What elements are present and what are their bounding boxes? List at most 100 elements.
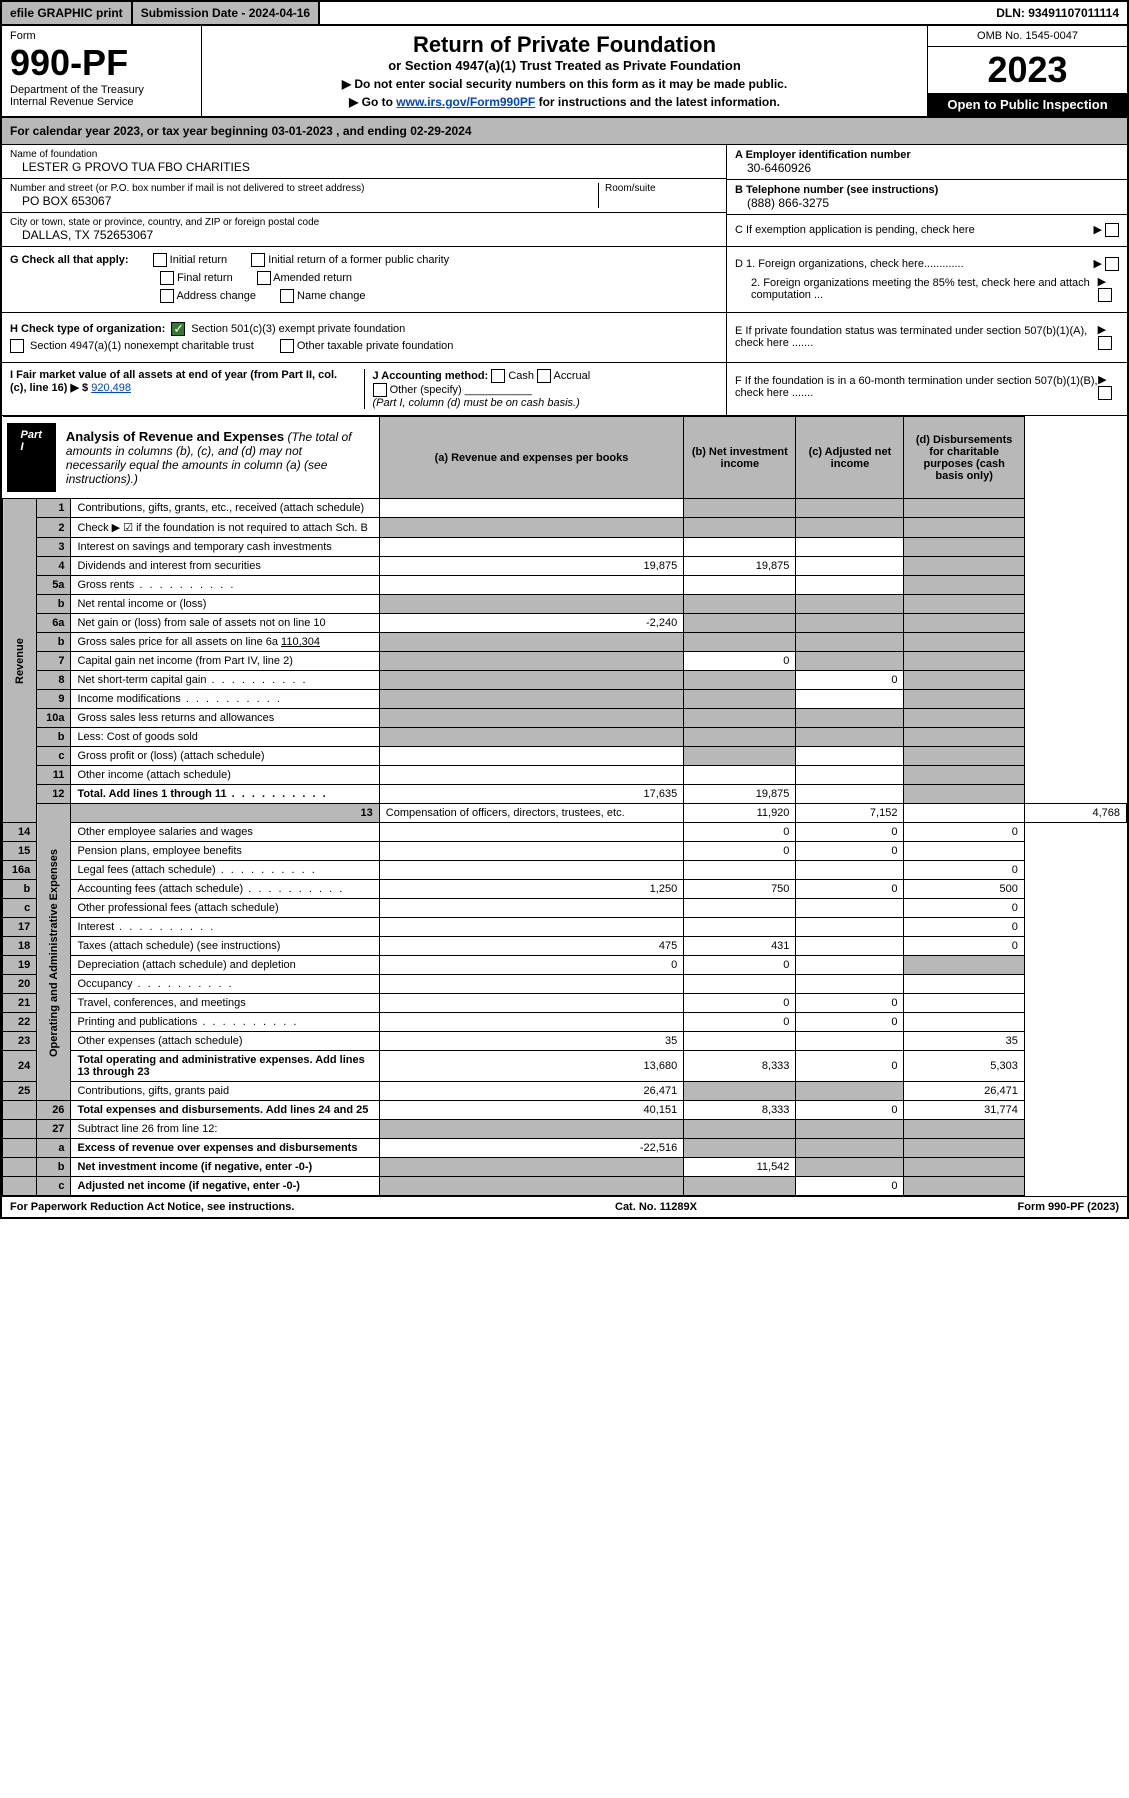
phone-value: (888) 866-3275	[735, 196, 1119, 210]
line-num: c	[37, 747, 71, 766]
l16b-b: 750	[684, 880, 796, 899]
line-10a: Gross sales less returns and allowances	[71, 709, 379, 728]
j-cash-checkbox[interactable]	[491, 369, 505, 383]
calyear-begin: 03-01-2023	[271, 124, 332, 138]
form-page: efile GRAPHIC print Submission Date - 20…	[0, 0, 1129, 1219]
l24-d: 5,303	[904, 1051, 1024, 1082]
d1-checkbox[interactable]	[1105, 257, 1119, 271]
ein-value: 30-6460926	[735, 161, 1119, 175]
line-13: Compensation of officers, directors, tru…	[379, 804, 683, 823]
line-num: b	[37, 633, 71, 652]
calendar-year-row: For calendar year 2023, or tax year begi…	[2, 118, 1127, 145]
line-23: Other expenses (attach schedule)	[71, 1032, 379, 1051]
line-num: b	[3, 880, 37, 899]
g-initial-checkbox[interactable]	[153, 253, 167, 267]
l14-b: 0	[684, 823, 796, 842]
topbar: efile GRAPHIC print Submission Date - 20…	[2, 2, 1127, 26]
col-c-header: (c) Adjusted net income	[796, 417, 904, 499]
form-title: Return of Private Foundation	[212, 32, 917, 58]
line-num: b	[37, 1158, 71, 1177]
g-initial: Initial return	[170, 254, 227, 266]
h-other-checkbox[interactable]	[280, 339, 294, 353]
g-address: Address change	[176, 290, 256, 302]
l22-b: 0	[684, 1013, 796, 1032]
i-value[interactable]: 920,498	[91, 382, 131, 394]
line-4: Dividends and interest from securities	[71, 557, 379, 576]
g-namechange-checkbox[interactable]	[280, 289, 294, 303]
line-num: 6a	[37, 614, 71, 633]
revenue-vert-label: Revenue	[3, 499, 37, 823]
g-final-checkbox[interactable]	[160, 271, 174, 285]
line-5a: Gross rents	[71, 576, 379, 595]
l24-c: 0	[796, 1051, 904, 1082]
line-10b: Less: Cost of goods sold	[71, 728, 379, 747]
dept-treasury: Department of the Treasury	[10, 84, 193, 96]
l26-c: 0	[796, 1101, 904, 1120]
line-num: 3	[37, 538, 71, 557]
line-num: 13	[71, 804, 379, 823]
l18-b: 431	[684, 937, 796, 956]
h-501c3-checkbox[interactable]	[171, 322, 185, 336]
g-amended: Amended return	[273, 272, 352, 284]
line-3: Interest on savings and temporary cash i…	[71, 538, 379, 557]
line-20: Occupancy	[71, 975, 379, 994]
line-num: 21	[3, 994, 37, 1013]
l16b-c: 0	[796, 880, 904, 899]
f-label: F If the foundation is in a 60-month ter…	[735, 375, 1098, 399]
line-18: Taxes (attach schedule) (see instruction…	[71, 937, 379, 956]
j-other-checkbox[interactable]	[373, 383, 387, 397]
form-label: Form	[10, 30, 193, 42]
h-4947-checkbox[interactable]	[10, 339, 24, 353]
line-num: 19	[3, 956, 37, 975]
l24-a: 13,680	[379, 1051, 683, 1082]
instr-prefix: ▶ Go to	[349, 95, 396, 109]
l16c-d: 0	[904, 899, 1024, 918]
foundation-city: DALLAS, TX 752653067	[10, 228, 718, 242]
line-num: b	[37, 728, 71, 747]
line-8: Net short-term capital gain	[71, 671, 379, 690]
l16b-a: 1,250	[379, 880, 683, 899]
part1-table: Part I Analysis of Revenue and Expenses …	[2, 416, 1127, 1196]
tax-year: 2023	[928, 47, 1127, 93]
l12-b: 19,875	[684, 785, 796, 804]
line-num: 24	[3, 1051, 37, 1082]
g-initial-former: Initial return of a former public charit…	[268, 254, 449, 266]
line-num: 22	[3, 1013, 37, 1032]
calyear-mid: , and ending	[333, 124, 410, 138]
line-24: Total operating and administrative expen…	[71, 1051, 379, 1082]
l8-c: 0	[796, 671, 904, 690]
foundation-info: Name of foundation LESTER G PROVO TUA FB…	[2, 145, 1127, 247]
l13-a: 11,920	[684, 804, 796, 823]
f-checkbox[interactable]	[1098, 386, 1112, 400]
col-a-header: (a) Revenue and expenses per books	[379, 417, 683, 499]
line-6a: Net gain or (loss) from sale of assets n…	[71, 614, 379, 633]
g-initial-former-checkbox[interactable]	[251, 253, 265, 267]
l6a-a: -2,240	[379, 614, 683, 633]
col-d-header: (d) Disbursements for charitable purpose…	[904, 417, 1024, 499]
efile-label[interactable]: efile GRAPHIC print	[2, 2, 133, 24]
dept-irs: Internal Revenue Service	[10, 96, 193, 108]
line-num: 18	[3, 937, 37, 956]
c-checkbox[interactable]	[1105, 223, 1119, 237]
l17-d: 0	[904, 918, 1024, 937]
g-amended-checkbox[interactable]	[257, 271, 271, 285]
foundation-name: LESTER G PROVO TUA FBO CHARITIES	[10, 160, 718, 174]
e-checkbox[interactable]	[1098, 336, 1112, 350]
line-6b: Gross sales price for all assets on line…	[71, 633, 379, 652]
line-num: 9	[37, 690, 71, 709]
d2-checkbox[interactable]	[1098, 288, 1112, 302]
l6b-val: 110,304	[281, 636, 320, 648]
j-other: Other (specify)	[390, 384, 462, 396]
line-27: Subtract line 26 from line 12:	[71, 1120, 379, 1139]
l14-c: 0	[796, 823, 904, 842]
instr-suffix: for instructions and the latest informat…	[535, 95, 780, 109]
instructions-link[interactable]: www.irs.gov/Form990PF	[396, 95, 535, 109]
l14-d: 0	[904, 823, 1024, 842]
g-address-checkbox[interactable]	[160, 289, 174, 303]
l27a-a: -22,516	[379, 1139, 683, 1158]
l26-a: 40,151	[379, 1101, 683, 1120]
j-accrual-checkbox[interactable]	[537, 369, 551, 383]
section-h-e: H Check type of organization: Section 50…	[2, 313, 1127, 363]
line-27a: Excess of revenue over expenses and disb…	[71, 1139, 379, 1158]
h-opt2: Section 4947(a)(1) nonexempt charitable …	[30, 340, 254, 352]
